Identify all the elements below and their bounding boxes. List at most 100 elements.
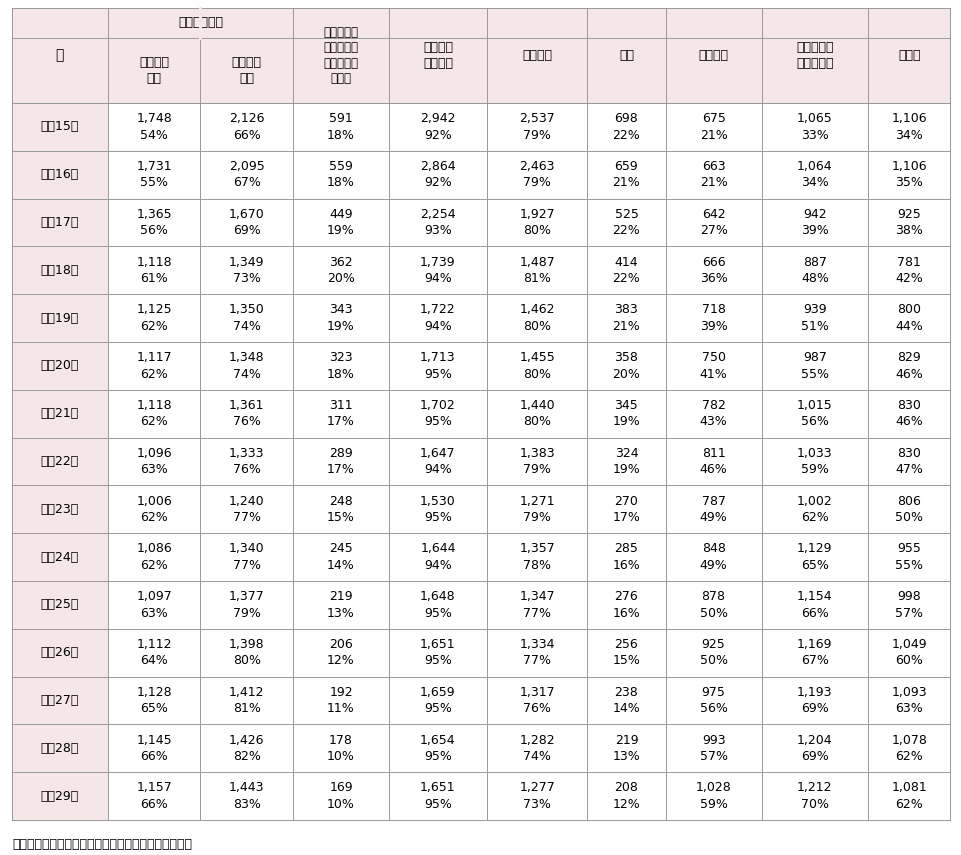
- Text: 1,129
65%: 1,129 65%: [798, 542, 832, 572]
- Text: 358
20%: 358 20%: [612, 351, 640, 380]
- Text: 192
11%: 192 11%: [327, 686, 355, 716]
- Text: 平成17年: 平成17年: [40, 216, 79, 229]
- Bar: [12, 150, 950, 198]
- Text: 718
39%: 718 39%: [700, 304, 727, 333]
- Text: 1,118
61%: 1,118 61%: [136, 256, 172, 285]
- Text: サイレン: サイレン: [522, 49, 553, 62]
- Text: 1,713
95%: 1,713 95%: [420, 351, 456, 380]
- Bar: [12, 772, 950, 820]
- Text: 2,537
79%: 2,537 79%: [519, 112, 555, 142]
- Text: 1,271
79%: 1,271 79%: [519, 494, 554, 524]
- Text: 2,864
92%: 2,864 92%: [420, 160, 456, 190]
- Text: 1,383
79%: 1,383 79%: [519, 447, 554, 476]
- Text: 276
16%: 276 16%: [612, 590, 640, 620]
- Text: 1,078
62%: 1,078 62%: [891, 734, 927, 763]
- Text: 1,722
94%: 1,722 94%: [420, 304, 456, 333]
- Text: 238
14%: 238 14%: [612, 686, 640, 716]
- Text: その他: その他: [898, 49, 921, 62]
- Text: 1,348
74%: 1,348 74%: [229, 351, 264, 380]
- Text: 戸別受信
方式: 戸別受信 方式: [139, 56, 169, 85]
- Text: 206
12%: 206 12%: [327, 638, 355, 668]
- Text: 1,334
77%: 1,334 77%: [519, 638, 554, 668]
- Text: 245
14%: 245 14%: [327, 542, 355, 572]
- Bar: [12, 534, 950, 581]
- Text: 806
50%: 806 50%: [895, 494, 924, 524]
- Text: 248
15%: 248 15%: [327, 494, 355, 524]
- Text: 1,739
94%: 1,739 94%: [420, 256, 456, 285]
- Text: 1,731
55%: 1,731 55%: [136, 160, 172, 190]
- Bar: [12, 390, 950, 438]
- Text: 1,648
95%: 1,648 95%: [420, 590, 456, 620]
- Text: 663
21%: 663 21%: [700, 160, 727, 190]
- Text: 848
49%: 848 49%: [700, 542, 727, 572]
- Text: 414
22%: 414 22%: [612, 256, 640, 285]
- Text: 平成16年: 平成16年: [40, 168, 79, 181]
- Text: 1,487
81%: 1,487 81%: [519, 256, 555, 285]
- Text: 323
18%: 323 18%: [327, 351, 355, 380]
- Text: 1,006
62%: 1,006 62%: [136, 494, 172, 524]
- Text: 925
38%: 925 38%: [896, 208, 924, 237]
- Text: 年: 年: [56, 49, 64, 62]
- Text: 525
22%: 525 22%: [612, 208, 640, 237]
- Bar: [12, 294, 950, 342]
- Text: 1,647
94%: 1,647 94%: [420, 447, 456, 476]
- Text: 750
41%: 750 41%: [700, 351, 727, 380]
- Text: 1,654
95%: 1,654 95%: [420, 734, 456, 763]
- Text: 1,064
34%: 1,064 34%: [797, 160, 833, 190]
- Bar: [12, 438, 108, 486]
- Text: 1,462
80%: 1,462 80%: [519, 304, 554, 333]
- Text: 2,942
92%: 2,942 92%: [420, 112, 456, 142]
- Bar: [12, 772, 108, 820]
- Bar: [12, 534, 108, 581]
- Bar: [12, 486, 950, 534]
- Text: 829
46%: 829 46%: [896, 351, 923, 380]
- Text: 1,651
95%: 1,651 95%: [420, 781, 456, 811]
- Text: 449
19%: 449 19%: [327, 208, 355, 237]
- Text: 1,204
69%: 1,204 69%: [797, 734, 833, 763]
- Bar: [12, 150, 108, 198]
- Bar: [12, 628, 950, 676]
- Text: 1,350
74%: 1,350 74%: [229, 304, 264, 333]
- Text: 1,157
66%: 1,157 66%: [136, 781, 172, 811]
- Bar: [12, 198, 108, 246]
- Text: 平成23年: 平成23年: [40, 503, 79, 516]
- Text: 平成24年: 平成24年: [40, 551, 79, 563]
- Bar: [12, 486, 108, 534]
- Text: 平成27年: 平成27年: [40, 694, 79, 707]
- Text: 平成18年: 平成18年: [40, 264, 79, 277]
- Text: 1,081
62%: 1,081 62%: [891, 781, 927, 811]
- Text: 1,002
62%: 1,002 62%: [797, 494, 833, 524]
- Text: 256
15%: 256 15%: [612, 638, 640, 668]
- Text: 1,644
94%: 1,644 94%: [420, 542, 456, 572]
- Text: 1,927
80%: 1,927 80%: [519, 208, 554, 237]
- Text: 642
27%: 642 27%: [700, 208, 727, 237]
- Text: 平成19年: 平成19年: [40, 311, 79, 325]
- Text: 1,112
64%: 1,112 64%: [136, 638, 172, 668]
- Text: 998
57%: 998 57%: [895, 590, 924, 620]
- Text: 1,117
62%: 1,117 62%: [136, 351, 172, 380]
- Text: 939
51%: 939 51%: [801, 304, 828, 333]
- Text: 925
50%: 925 50%: [700, 638, 727, 668]
- Bar: [12, 103, 108, 150]
- Text: 1,125
62%: 1,125 62%: [136, 304, 172, 333]
- Text: 811
46%: 811 46%: [700, 447, 727, 476]
- Text: 1,033
59%: 1,033 59%: [797, 447, 833, 476]
- Text: 169
10%: 169 10%: [327, 781, 355, 811]
- Text: 報道機関: 報道機関: [699, 49, 728, 62]
- Text: 1,106
35%: 1,106 35%: [892, 160, 927, 190]
- Text: 1,097
63%: 1,097 63%: [136, 590, 172, 620]
- Text: 942
39%: 942 39%: [801, 208, 828, 237]
- Text: 219
13%: 219 13%: [612, 734, 640, 763]
- Text: 1,128
65%: 1,128 65%: [136, 686, 172, 716]
- Text: 782
43%: 782 43%: [700, 399, 727, 428]
- Text: 2,095
67%: 2,095 67%: [229, 160, 264, 190]
- Text: 1,440
80%: 1,440 80%: [519, 399, 554, 428]
- Text: 800
44%: 800 44%: [896, 304, 923, 333]
- Text: 781
42%: 781 42%: [896, 256, 923, 285]
- Text: 659
21%: 659 21%: [612, 160, 640, 190]
- Text: 1,240
77%: 1,240 77%: [229, 494, 264, 524]
- Text: 1,212
70%: 1,212 70%: [798, 781, 832, 811]
- Text: 270
17%: 270 17%: [612, 494, 640, 524]
- Text: 平成28年: 平成28年: [40, 742, 79, 755]
- Text: 同報受信
方式: 同報受信 方式: [232, 56, 261, 85]
